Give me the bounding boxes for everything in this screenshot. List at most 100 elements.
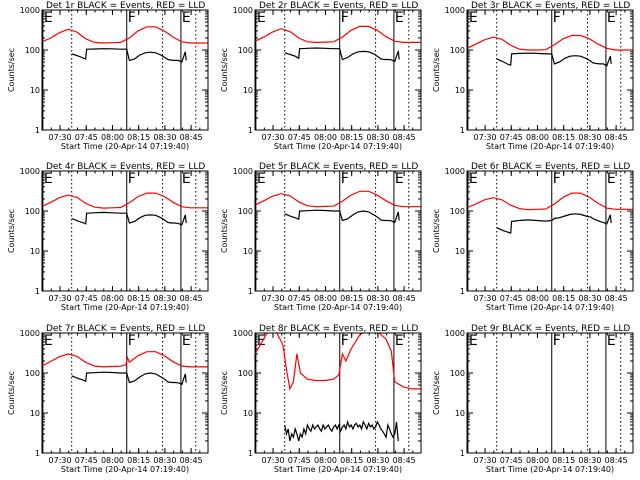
x-tick-label: 08:30 xyxy=(366,456,389,465)
panel-frame xyxy=(466,332,634,454)
x-tick-label: 07:30 xyxy=(49,456,72,465)
x-tick-label: 08:45 xyxy=(180,456,203,465)
panel-8: Det 8r BLACK = Events, RED = LLD 1 10 100 10… xyxy=(220,324,422,474)
x-tick-label: 08:15 xyxy=(552,133,575,142)
x-axis-label: Start Time (20-Apr-14 07:19:40) xyxy=(61,142,189,151)
y-tick-label: 1 xyxy=(248,126,253,135)
x-tick-label: 08:45 xyxy=(393,294,416,303)
series-events xyxy=(284,419,399,442)
x-tick-label: 08:30 xyxy=(153,133,176,142)
panel-4: Det 4r BLACK = Events, RED = LLD 1 10 100 10… xyxy=(7,162,209,312)
y-tick-label: 100 xyxy=(450,46,465,55)
y-tick-label: 100 xyxy=(450,369,465,378)
y-tick-label: 1000 xyxy=(445,167,465,176)
y-tick-label: 1000 xyxy=(233,167,253,176)
x-tick-label: 08:45 xyxy=(180,133,203,142)
marker-label: F xyxy=(128,171,136,187)
x-tick-label: 07:45 xyxy=(500,133,523,142)
x-tick-label: 08:30 xyxy=(153,294,176,303)
panel-frame xyxy=(466,170,634,292)
y-tick-label: 1 xyxy=(35,287,40,296)
y-tick-label: 10 xyxy=(30,247,40,256)
x-tick-label: 08:45 xyxy=(605,294,628,303)
panel-title: Det 1r BLACK = Events, RED = LLD xyxy=(46,1,205,11)
series-lld xyxy=(255,25,421,44)
panel-frame xyxy=(254,332,422,454)
x-tick-label: 08:15 xyxy=(127,456,150,465)
x-tick-label: 08:45 xyxy=(393,456,416,465)
x-tick-label: 07:30 xyxy=(474,133,497,142)
marker-label: F xyxy=(553,333,561,349)
marker-label: F xyxy=(128,10,136,26)
y-tick-label: 100 xyxy=(238,207,253,216)
x-tick-label: 08:00 xyxy=(526,456,549,465)
marker-label: E xyxy=(395,333,404,349)
marker-label: E xyxy=(395,171,404,187)
y-tick-label: 10 xyxy=(243,247,253,256)
x-tick-label: 07:30 xyxy=(474,456,497,465)
x-tick-label: 08:00 xyxy=(101,133,124,142)
marker-label: E xyxy=(607,10,616,26)
x-tick-label: 08:00 xyxy=(314,294,337,303)
x-axis-label: Start Time (20-Apr-14 07:19:40) xyxy=(274,142,402,151)
x-tick-label: 07:30 xyxy=(262,294,285,303)
y-tick-label: 1000 xyxy=(20,329,40,338)
x-tick-label: 08:30 xyxy=(366,294,389,303)
y-axis-label: Counts/sec xyxy=(220,371,229,415)
x-tick-label: 08:30 xyxy=(366,133,389,142)
marker-label: E xyxy=(469,10,478,26)
marker-label: E xyxy=(607,171,616,187)
panel-2: Det 2r BLACK = Events, RED = LLD 1 10 100 10… xyxy=(220,1,422,151)
panel-title: Det 9r BLACK = Events, RED = LLD xyxy=(471,324,630,334)
panel-title: Det 2r BLACK = Events, RED = LLD xyxy=(259,1,418,11)
x-tick-label: 07:45 xyxy=(288,456,311,465)
x-tick-label: 08:00 xyxy=(526,294,549,303)
x-tick-label: 08:45 xyxy=(180,294,203,303)
x-axis-label: Start Time (20-Apr-14 07:19:40) xyxy=(61,303,189,312)
y-tick-label: 1 xyxy=(460,126,465,135)
y-tick-label: 100 xyxy=(238,369,253,378)
y-tick-label: 10 xyxy=(243,409,253,418)
marker-label: E xyxy=(44,10,53,26)
y-tick-label: 1000 xyxy=(445,329,465,338)
x-tick-label: 07:45 xyxy=(75,133,98,142)
marker-label: E xyxy=(182,333,191,349)
x-tick-label: 07:45 xyxy=(288,294,311,303)
x-tick-label: 08:15 xyxy=(552,294,575,303)
series-events xyxy=(284,209,400,224)
series-events xyxy=(496,52,612,67)
panel-frame xyxy=(41,9,209,131)
series-lld xyxy=(467,34,633,51)
series-events xyxy=(496,213,612,234)
series-lld xyxy=(255,190,421,208)
y-axis-label: Counts/sec xyxy=(220,209,229,253)
x-tick-label: 08:00 xyxy=(314,456,337,465)
x-tick-label: 08:30 xyxy=(153,456,176,465)
series-lld xyxy=(255,333,421,391)
y-tick-label: 1000 xyxy=(233,6,253,15)
x-tick-label: 08:15 xyxy=(340,294,363,303)
x-tick-label: 08:45 xyxy=(605,133,628,142)
y-axis-label: Counts/sec xyxy=(220,48,229,92)
marker-label: E xyxy=(469,171,478,187)
x-tick-label: 08:15 xyxy=(552,456,575,465)
x-tick-label: 08:30 xyxy=(578,133,601,142)
y-tick-label: 100 xyxy=(25,207,40,216)
y-tick-label: 1 xyxy=(248,449,253,458)
marker-label: E xyxy=(257,10,266,26)
x-tick-label: 07:45 xyxy=(75,456,98,465)
panel-frame xyxy=(466,9,634,131)
y-axis-label: Counts/sec xyxy=(7,209,16,253)
x-tick-label: 07:30 xyxy=(262,133,285,142)
x-tick-label: 08:30 xyxy=(578,294,601,303)
y-tick-label: 1000 xyxy=(20,6,40,15)
marker-label: E xyxy=(469,333,478,349)
panel-title: Det 5r BLACK = Events, RED = LLD xyxy=(259,162,418,172)
y-tick-label: 100 xyxy=(238,46,253,55)
y-tick-label: 1 xyxy=(460,287,465,296)
series-lld xyxy=(42,192,208,209)
marker-label: E xyxy=(44,333,53,349)
x-tick-label: 08:45 xyxy=(393,133,416,142)
y-axis-label: Counts/sec xyxy=(432,371,441,415)
